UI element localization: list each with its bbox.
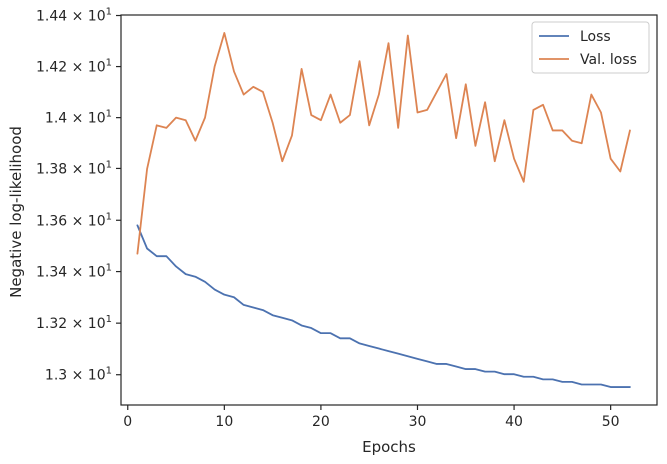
y-axis-ticks: 1.3 × 101 1.32 × 101 1.34 × 101 1.36 × 101 1… [36, 7, 121, 384]
x-tick-label: 30 [409, 414, 427, 430]
x-axis-label: Epochs [362, 438, 416, 456]
x-tick-label: 50 [602, 414, 620, 430]
legend-val-loss-label: Val. loss [580, 52, 637, 68]
x-tick-label: 40 [505, 414, 523, 430]
legend-loss-label: Loss [580, 29, 611, 45]
x-tick-label: 20 [312, 414, 330, 430]
x-tick-label: 0 [123, 414, 132, 430]
y-tick-label: 1.36 × 101 [36, 211, 112, 229]
series-layer [136, 32, 631, 388]
x-axis-ticks: 0 10 20 30 40 50 [123, 405, 620, 430]
y-tick-label: 1.3 × 101 [45, 366, 112, 384]
val-loss-series-line [136, 32, 631, 255]
legend-box [531, 21, 650, 74]
plot-frame [120, 14, 658, 406]
y-tick-label: 1.42 × 101 [36, 58, 112, 76]
loss-series-line [136, 224, 631, 388]
plot-background [121, 15, 657, 405]
y-tick-label: 1.32 × 101 [36, 314, 112, 332]
x-tick-label: 10 [215, 414, 233, 430]
y-axis-label: Negative log-likelihood [7, 126, 25, 298]
y-tick-label: 1.4 × 101 [45, 109, 112, 127]
y-tick-label: 1.44 × 101 [36, 7, 112, 25]
y-tick-label: 1.38 × 101 [36, 159, 112, 177]
y-tick-label: 1.34 × 101 [36, 263, 112, 281]
legend: Loss Val. loss [531, 21, 650, 74]
